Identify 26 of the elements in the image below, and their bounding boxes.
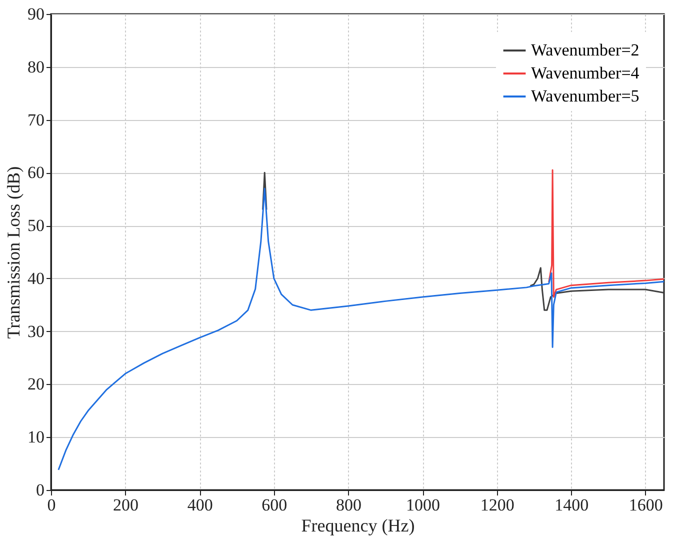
legend-label: Wavenumber=4 <box>531 64 640 82</box>
legend-label: Wavenumber=2 <box>531 40 640 60</box>
line-series <box>58 188 665 471</box>
x-tick-label: 0 <box>47 496 56 514</box>
line-series <box>548 169 665 298</box>
y-tick-label: 20 <box>28 374 44 394</box>
x-tick-label: 1000 <box>406 496 440 514</box>
y-tick-label: 50 <box>28 216 44 236</box>
y-tick-label: 80 <box>28 57 44 76</box>
x-axis-title: Frequency (Hz) <box>301 516 415 536</box>
x-tick-label: 1600 <box>628 496 663 514</box>
x-tick-label: 800 <box>336 496 362 514</box>
y-tick-label: 10 <box>28 428 44 447</box>
y-tick-label: 60 <box>28 163 44 182</box>
x-tick-label: 400 <box>187 496 213 514</box>
y-tick-label: 40 <box>28 268 44 288</box>
x-tick-label: 1200 <box>480 496 514 514</box>
y-tick-label: 0 <box>36 480 44 500</box>
x-tick-label: 200 <box>113 496 139 514</box>
y-tick-label: 90 <box>28 4 44 24</box>
y-tick-label: 70 <box>28 110 44 130</box>
legend-label: Wavenumber=5 <box>531 86 640 106</box>
x-tick-label: 600 <box>262 496 288 514</box>
y-tick-label: 30 <box>28 322 44 341</box>
x-tick-label: 1400 <box>554 496 589 514</box>
y-axis-title: Transmission Loss (dB) <box>4 166 24 339</box>
